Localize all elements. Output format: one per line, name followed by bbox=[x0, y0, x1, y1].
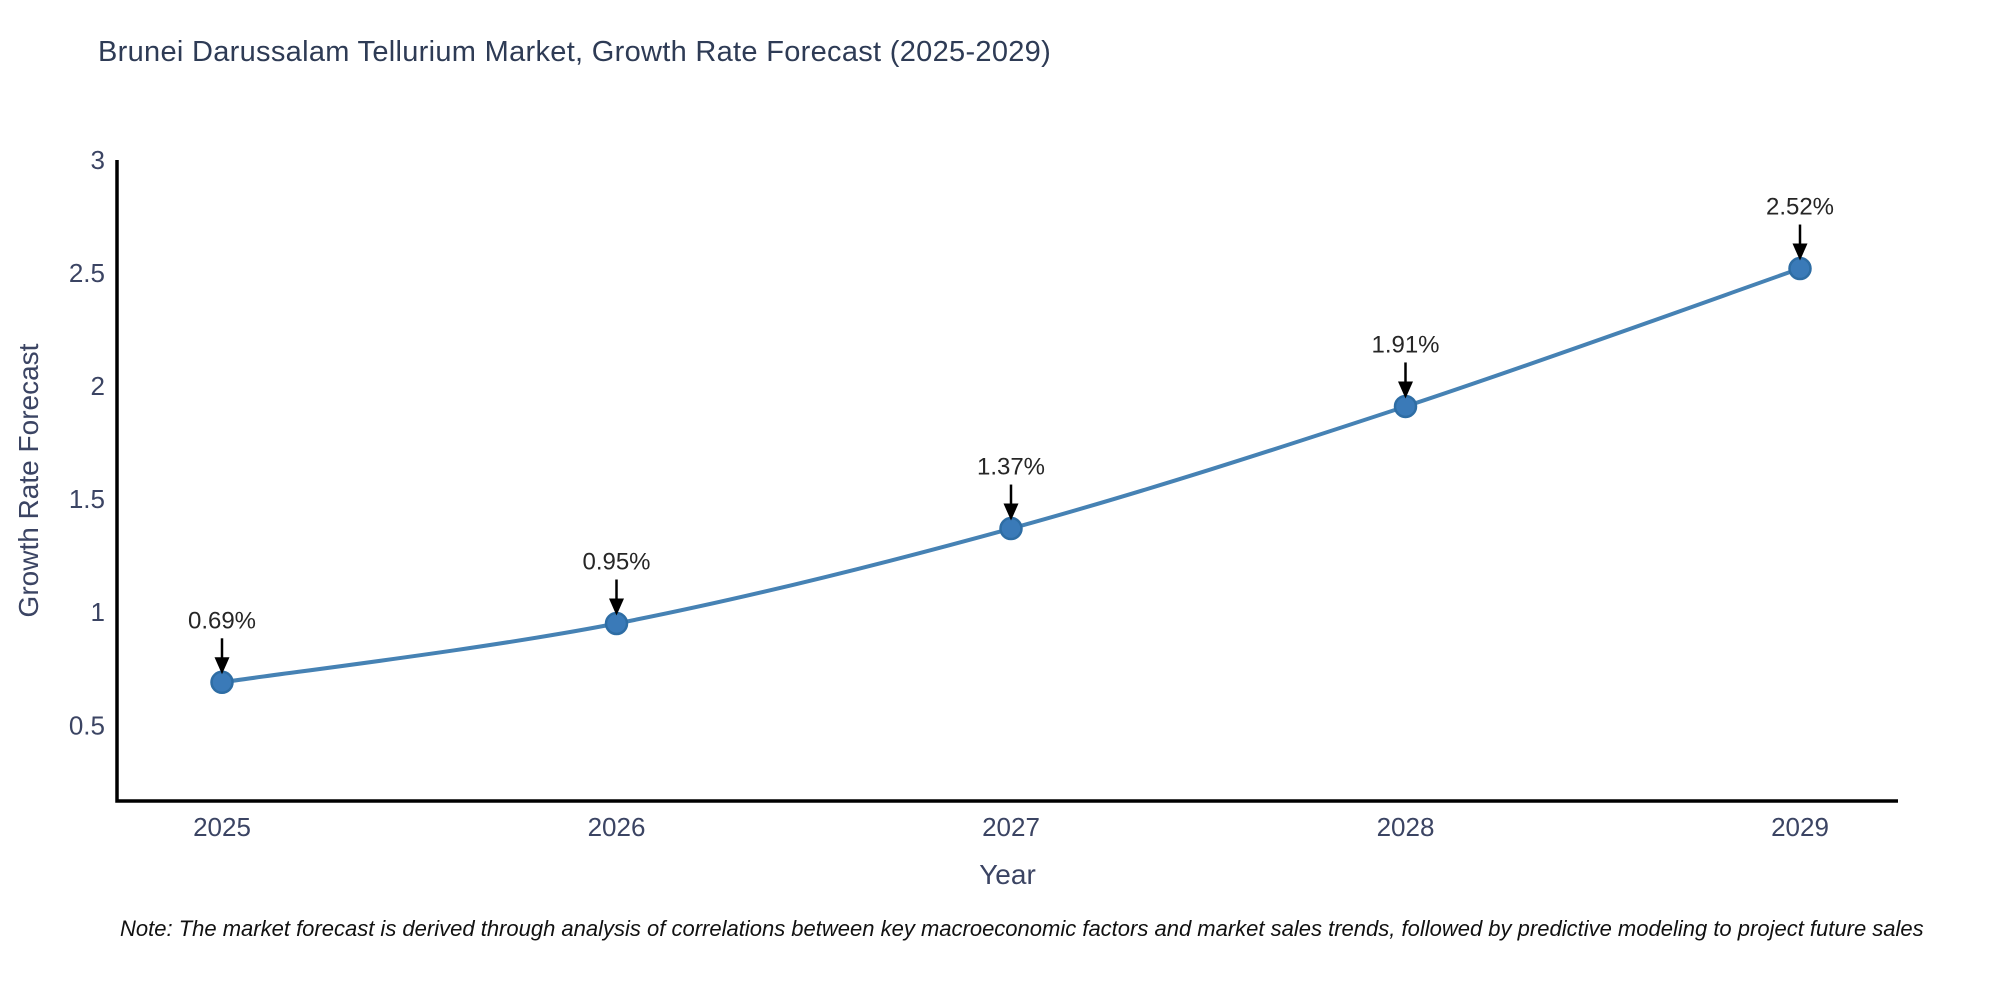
data-point-label: 2.52% bbox=[1766, 194, 1834, 221]
data-point-marker bbox=[999, 516, 1023, 541]
y-tick-label: 2 bbox=[91, 371, 105, 401]
data-point-label: 0.95% bbox=[582, 549, 650, 576]
y-tick-label: 3 bbox=[91, 145, 105, 175]
y-tick-label: 1.5 bbox=[69, 484, 105, 514]
x-axis-title: Year bbox=[979, 859, 1036, 890]
y-tick-label: 0.5 bbox=[69, 710, 105, 740]
x-tick-label: 2026 bbox=[588, 812, 646, 842]
annotation-arrow-head bbox=[1792, 243, 1808, 261]
x-tick-label: 2028 bbox=[1377, 812, 1435, 842]
data-point-label: 1.37% bbox=[977, 454, 1045, 481]
y-tick-label: 1 bbox=[91, 597, 105, 627]
data-point-marker bbox=[604, 611, 629, 636]
data-point-marker bbox=[1393, 394, 1418, 419]
data-point-marker bbox=[210, 670, 234, 695]
chart-title: Brunei Darussalam Tellurium Market, Grow… bbox=[98, 36, 1052, 68]
y-axis-title: Growth Rate Forecast bbox=[13, 343, 44, 617]
data-point-label: 0.69% bbox=[188, 607, 256, 634]
axis-lines bbox=[115, 160, 1898, 803]
footnote: Note: The market forecast is derived thr… bbox=[120, 916, 1924, 941]
y-tick-label: 2.5 bbox=[69, 258, 105, 288]
x-tick-label: 2025 bbox=[193, 812, 251, 842]
annotation-arrow-head bbox=[1398, 381, 1413, 399]
x-tick-label: 2027 bbox=[982, 812, 1040, 842]
annotation-arrow-head bbox=[609, 598, 624, 616]
annotation-arrow-head bbox=[214, 657, 230, 675]
x-tick-label: 2029 bbox=[1771, 812, 1829, 842]
annotation-arrow-head bbox=[1003, 503, 1019, 521]
data-point-label: 1.91% bbox=[1371, 331, 1439, 358]
data-point-marker bbox=[1788, 256, 1812, 281]
